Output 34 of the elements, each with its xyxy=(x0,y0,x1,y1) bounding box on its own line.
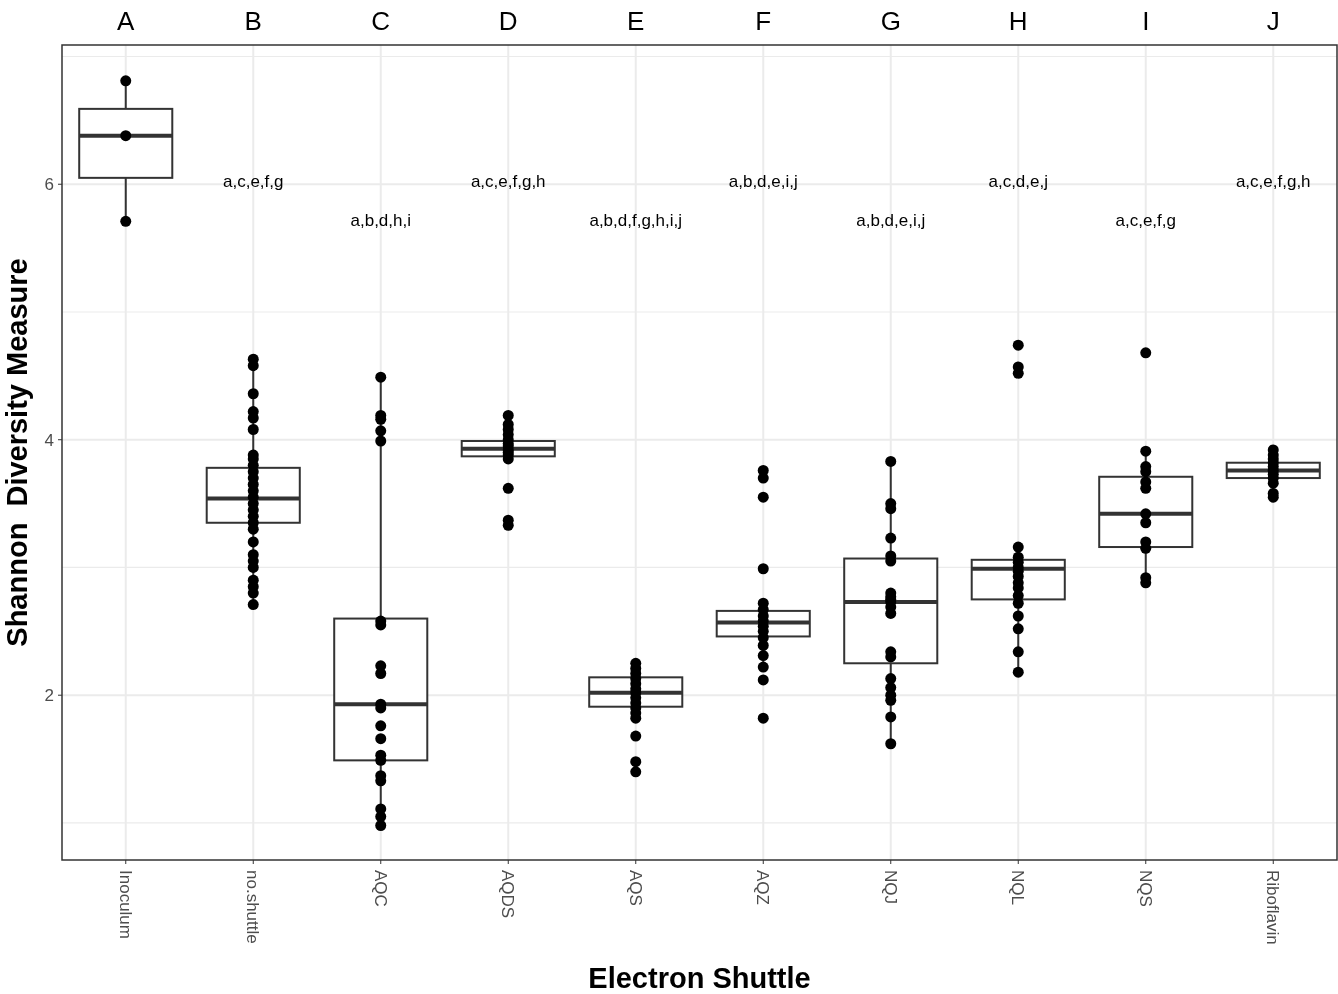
annotation: a,c,e,f,g,h xyxy=(470,171,546,191)
text: H xyxy=(1008,6,1028,36)
annotation: a,b,d,e,i,j xyxy=(856,210,926,230)
y-tick-label: 4 xyxy=(44,430,54,450)
x-tick-label: Inoculum xyxy=(115,870,135,939)
text: F xyxy=(755,6,772,36)
y-tick-label: 6 xyxy=(44,175,54,195)
x-tick-label: AQZ xyxy=(753,870,773,905)
text: I xyxy=(1142,6,1150,36)
y-tick-label: 2 xyxy=(44,686,54,706)
annotation: a,b,d,f,g,h,i,j xyxy=(589,210,683,230)
text: G xyxy=(880,6,901,36)
text: A xyxy=(117,6,136,36)
text: E xyxy=(627,6,645,36)
x-tick-label: NQS xyxy=(1135,870,1155,907)
text: C xyxy=(371,6,391,36)
x-tick-label: AQS xyxy=(625,870,645,906)
annotation: a,b,d,h,i xyxy=(350,210,411,230)
text: B xyxy=(244,6,262,36)
x-tick-label: NQL xyxy=(1008,870,1028,905)
y-axis-title: Shannon Diversity Measure xyxy=(1,258,33,647)
x-tick-label: NQJ xyxy=(880,870,900,904)
x-tick-label: AQC xyxy=(370,870,390,907)
annotation: a,b,d,e,i,j xyxy=(728,171,798,191)
annotation: a,c,d,e,j xyxy=(988,171,1049,191)
annotation: a,c,e,f,g,h xyxy=(1235,171,1311,191)
x-tick-label: Riboflavin xyxy=(1263,870,1283,945)
x-axis-title: Electron Shuttle xyxy=(588,962,811,994)
annotation: a,c,e,f,g xyxy=(223,171,284,191)
annotation: a,c,e,f,g xyxy=(1115,210,1176,230)
x-tick-label: AQDS xyxy=(498,870,518,919)
text: J xyxy=(1266,6,1280,36)
x-tick-label: no.shuttle xyxy=(243,870,263,944)
text: D xyxy=(498,6,518,36)
